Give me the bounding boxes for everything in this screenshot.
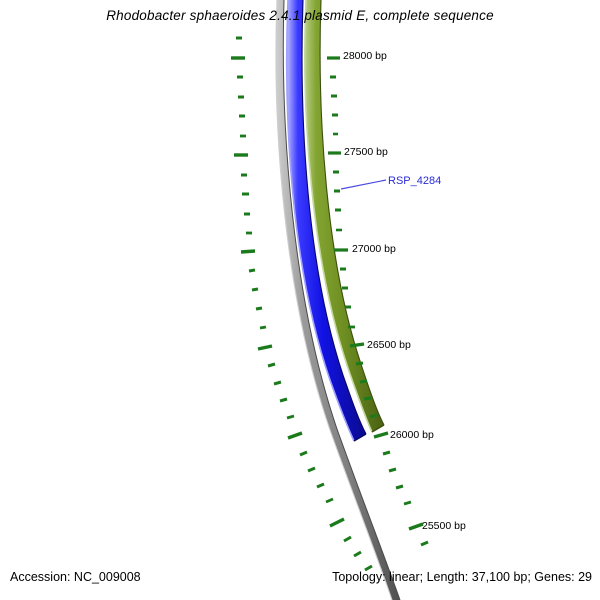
ruler-label: 27500 bp: [344, 146, 388, 158]
feature-label-rsp-4284[interactable]: RSP_4284: [388, 175, 442, 187]
ruler-label: 25500 bp: [422, 520, 466, 532]
genome-stats-text: Topology: linear; Length: 37,100 bp; Gen…: [332, 570, 592, 584]
ruler-label: 26000 bp: [390, 429, 434, 441]
ruler-label: 28000 bp: [343, 50, 387, 62]
accession-text: Accession: NC_009008: [10, 570, 141, 584]
feature-label-leader-line: [340, 179, 387, 190]
ruler-ticks-right: [327, 56, 429, 547]
feature-bar-olive[interactable]: [304, 0, 385, 433]
feature-bar-blue[interactable]: [285, 0, 367, 442]
ruler-label: 26500 bp: [367, 339, 411, 351]
backbone-arc: [275, 0, 401, 600]
page-title: Rhodobacter sphaeroides 2.4.1 plasmid E,…: [106, 8, 494, 23]
ruler-ticks-left: [231, 36, 373, 572]
ruler-label: 27000 bp: [352, 243, 396, 255]
